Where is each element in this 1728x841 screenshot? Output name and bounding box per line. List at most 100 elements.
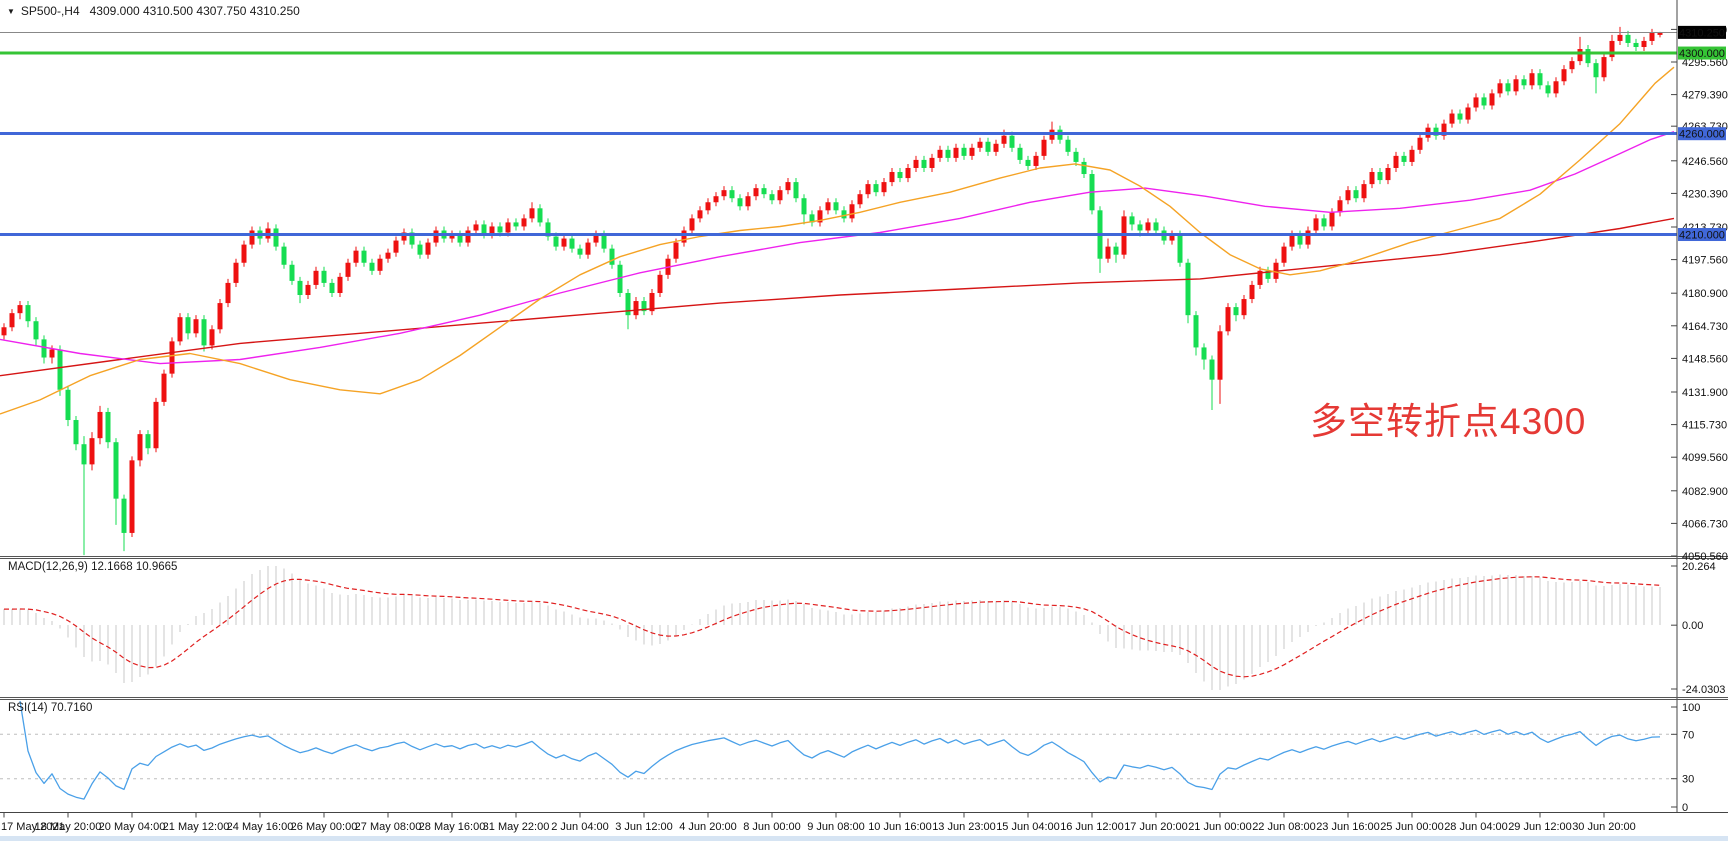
candle-up — [241, 244, 247, 263]
candle-down — [281, 246, 287, 265]
candle-up — [929, 157, 935, 168]
candle-up — [1465, 107, 1471, 120]
candle-up — [673, 242, 679, 259]
candle-up — [129, 460, 135, 533]
candle-down — [273, 228, 279, 247]
time-tick-label: 27 May 08:00 — [355, 821, 422, 833]
candle-down — [1545, 85, 1551, 94]
candle-down — [1401, 155, 1407, 162]
candle-up — [1217, 331, 1223, 380]
candle-up — [521, 218, 527, 227]
candle-up — [217, 303, 223, 330]
price-tick-label: 4279.390 — [1682, 90, 1728, 102]
candle-up — [505, 222, 511, 233]
symbol-ohlc-values: 4309.000 4310.500 4307.750 4310.250 — [89, 4, 300, 18]
price-tick-label: 4099.560 — [1682, 452, 1728, 464]
price-tick-label: 4295.560 — [1682, 57, 1728, 69]
candle-down — [1073, 151, 1079, 162]
candle-down — [481, 224, 487, 235]
candle-down — [1025, 159, 1031, 166]
candle-up — [1553, 81, 1559, 94]
price-badge: 4300.000 — [1678, 46, 1726, 60]
price-badge-bg — [1678, 25, 1726, 39]
rsi-axis[interactable]: 100 70 30 0 — [1671, 702, 1700, 814]
time-tick-label: 18 May 20:00 — [35, 821, 102, 833]
candle-down — [609, 248, 615, 265]
price-badge: 4310.250 — [1678, 25, 1726, 39]
macd-axis[interactable]: 20.264 0.00 -24.0303 — [1671, 561, 1725, 696]
rsi-tick-label: 100 — [1682, 702, 1700, 714]
macd-indicator-label: MACD(12,26,9) 12.1668 10.9665 — [8, 561, 178, 573]
candle-down — [961, 147, 967, 156]
candle-down — [65, 389, 71, 421]
candle-up — [1033, 155, 1039, 166]
time-tick-label: 22 Jun 08:00 — [1252, 821, 1316, 833]
price-tick-label: 4180.900 — [1682, 288, 1728, 300]
candle-up — [745, 196, 751, 207]
candle-down — [1113, 246, 1119, 255]
candle-down — [1585, 49, 1591, 64]
candle-up — [865, 184, 871, 195]
candle-up — [1041, 139, 1047, 156]
symbol-bar[interactable]: ▼ SP500-,H4 4309.000 4310.500 4307.750 431… — [7, 4, 300, 18]
price-badge: 4210.000 — [1678, 228, 1726, 242]
candle-up — [825, 202, 831, 211]
candle-down — [1537, 73, 1543, 86]
candle-up — [97, 411, 103, 439]
candle-up — [1169, 234, 1175, 241]
candle-up — [161, 373, 167, 402]
time-tick-label: 15 Jun 04:00 — [996, 821, 1060, 833]
time-tick-label: 13 Jun 23:00 — [932, 821, 996, 833]
price-tick-label: 4164.730 — [1682, 321, 1728, 333]
candle-up — [1489, 93, 1495, 106]
candle-down — [201, 319, 207, 346]
candle-up — [209, 329, 215, 346]
time-tick-label: 10 Jun 16:00 — [868, 821, 932, 833]
candle-up — [1361, 184, 1367, 199]
candle-up — [9, 313, 15, 328]
macd-histogram — [3, 566, 1661, 690]
candle-up — [249, 230, 255, 245]
candle-up — [353, 250, 359, 263]
candle-down — [1625, 34, 1631, 43]
candle-down — [1177, 234, 1183, 263]
candle-down — [641, 301, 647, 312]
candle-up — [137, 434, 143, 461]
price-badge-bg — [1678, 46, 1726, 60]
time-tick-label: 26 May 00:00 — [291, 821, 358, 833]
candle-up — [937, 149, 943, 158]
candle-down — [1081, 161, 1087, 175]
candle-up — [889, 172, 895, 183]
time-tick-label: 17 Jun 20:00 — [1124, 821, 1188, 833]
rsi-tick-label: 70 — [1682, 729, 1694, 741]
candle-up — [913, 159, 919, 168]
candle-up — [169, 341, 175, 374]
candle-down — [145, 434, 151, 449]
time-tick-label: 29 Jun 12:00 — [1508, 821, 1572, 833]
candle-up — [1417, 137, 1423, 150]
candle-up — [1529, 73, 1535, 86]
price-badge-label: 4210.000 — [1679, 230, 1725, 242]
candle-up — [753, 188, 759, 197]
candle-up — [393, 240, 399, 253]
candle-down — [1433, 127, 1439, 136]
candle-down — [761, 188, 767, 195]
rsi-indicator-label: RSI(14) 70.7160 — [8, 702, 93, 714]
candle-down — [873, 184, 879, 193]
price-badge-label: 4300.000 — [1679, 48, 1725, 60]
candle-down — [457, 234, 463, 243]
candle-down — [185, 317, 191, 334]
candle-down — [121, 498, 127, 533]
candle-up — [849, 204, 855, 219]
collapse-icon[interactable]: ▼ — [7, 7, 15, 16]
candle-down — [1521, 79, 1527, 86]
candle-up — [337, 276, 343, 293]
candle-up — [1449, 113, 1455, 124]
price-axis[interactable]: 4311.7304295.5604279.3904263.7304246.560… — [1671, 24, 1728, 563]
candle-down — [1633, 42, 1639, 47]
candle-down — [329, 282, 335, 293]
candle-up — [857, 194, 863, 205]
